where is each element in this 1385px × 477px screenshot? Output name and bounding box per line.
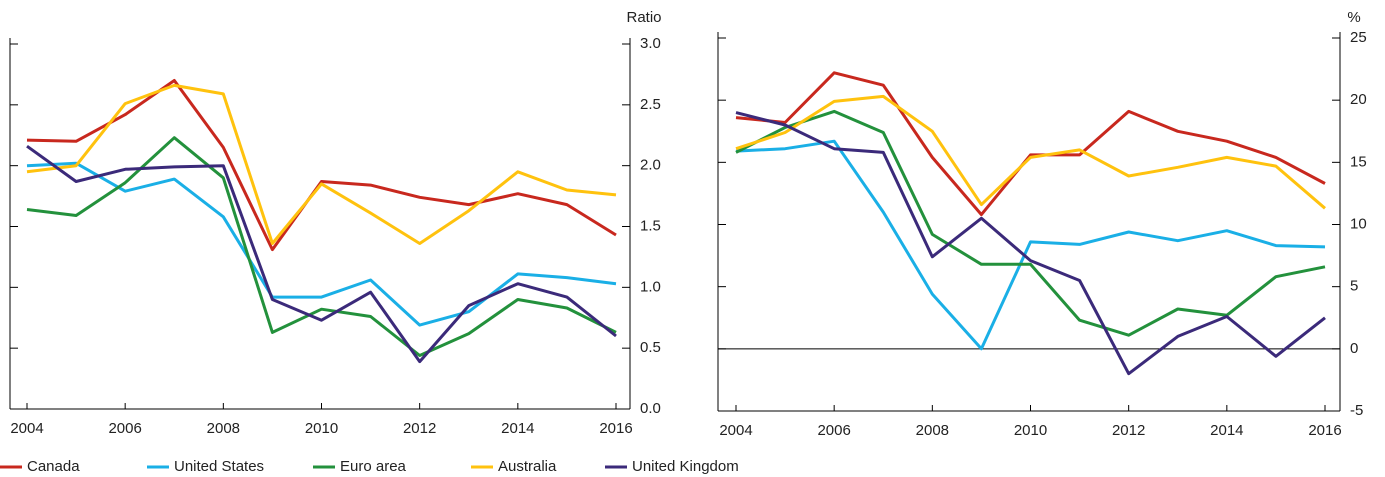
y-axis-unit: % — [1347, 9, 1360, 26]
y-tick-label: 10 — [1350, 215, 1367, 232]
x-tick-label: 2006 — [108, 420, 141, 437]
x-tick-label: 2014 — [1210, 422, 1243, 439]
legend-label: United Kingdom — [632, 458, 739, 475]
x-tick-label: 2006 — [817, 422, 850, 439]
series-line — [26, 83, 617, 245]
series-line — [26, 161, 617, 327]
series-line — [735, 94, 1326, 210]
legend-label: United States — [174, 458, 264, 475]
y-tick-label: 15 — [1350, 153, 1367, 170]
legend-label: Canada — [27, 458, 80, 475]
x-tick-label: 2014 — [501, 420, 534, 437]
series-line — [735, 111, 1326, 376]
series-line — [735, 71, 1326, 217]
y-tick-label: 3.0 — [640, 35, 661, 52]
x-tick-label: 2008 — [207, 420, 240, 437]
x-tick-label: 2012 — [1112, 422, 1145, 439]
series-line — [26, 144, 617, 364]
y-tick-label: 0.0 — [640, 400, 661, 417]
x-tick-label: 2004 — [10, 420, 43, 437]
y-axis-unit: Ratio — [626, 9, 661, 26]
y-tick-label: 1.5 — [640, 217, 661, 234]
x-tick-label: 2016 — [1308, 422, 1341, 439]
series-line — [26, 79, 617, 252]
x-tick-label: 2004 — [719, 422, 752, 439]
y-tick-label: 0.5 — [640, 339, 661, 356]
y-tick-label: 20 — [1350, 91, 1367, 108]
x-tick-label: 2012 — [403, 420, 436, 437]
x-tick-label: 2016 — [599, 420, 632, 437]
series-line — [26, 136, 617, 357]
y-tick-label: -5 — [1350, 402, 1363, 419]
y-tick-label: 25 — [1350, 29, 1367, 46]
legend-label: Euro area — [340, 458, 407, 475]
y-tick-label: 1.0 — [640, 278, 661, 295]
x-tick-label: 2010 — [1014, 422, 1047, 439]
y-tick-label: 2.0 — [640, 157, 661, 174]
y-tick-label: 0 — [1350, 340, 1358, 357]
x-tick-label: 2010 — [305, 420, 338, 437]
y-tick-label: 2.5 — [640, 96, 661, 113]
x-tick-label: 2008 — [916, 422, 949, 439]
y-tick-label: 5 — [1350, 278, 1358, 295]
series-line — [735, 139, 1326, 351]
legend-label: Australia — [498, 458, 557, 475]
